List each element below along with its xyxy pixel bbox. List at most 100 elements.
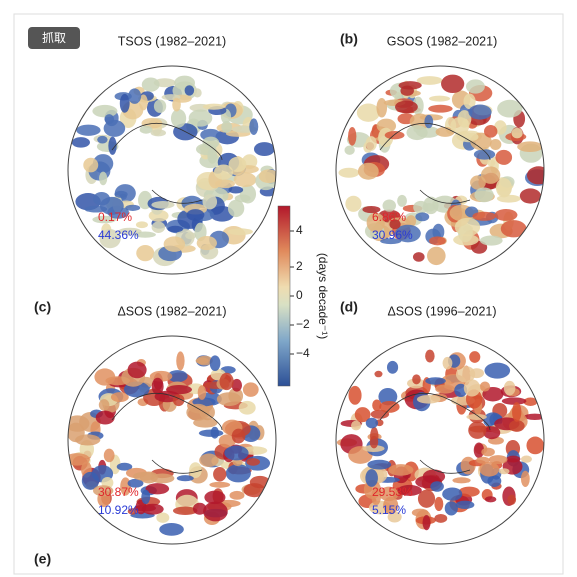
land-patch [362,205,381,214]
colorbar-tick-label: 0 [296,288,303,302]
land-patch [231,378,242,392]
panel-title: TSOS (1982–2021) [118,34,226,48]
land-patch [128,88,142,104]
land-patch [488,455,508,465]
map-outline [335,65,545,275]
land-patch [479,381,491,392]
land-patch [228,186,244,194]
land-patch [119,93,130,113]
land-patch [367,459,392,470]
land-patch [388,464,414,476]
land-patch [453,234,479,246]
land-patch [468,421,487,439]
land-patch [425,349,435,363]
land-patch [354,407,371,423]
land-patch [429,236,446,246]
land-patch [479,461,500,477]
land-patch [483,125,498,138]
percent-positive: 6.86% [372,210,406,224]
percent-negative: 5.15% [372,503,406,517]
land-patch [83,157,99,173]
land-patch [483,426,501,440]
land-patch [469,368,485,379]
land-patch [466,132,479,141]
land-patch [170,109,187,128]
land-patch [365,136,377,151]
land-patch [468,104,492,120]
land-patch [127,478,144,488]
land-patch [416,76,443,85]
grab-button[interactable]: 抓取 [28,27,80,49]
land-patch [127,361,147,379]
land-patch [511,127,523,139]
land-patch [238,400,256,415]
land-patch [417,489,436,508]
land-patch [145,483,170,495]
land-patch [196,235,217,251]
colorbar-tick-label: −4 [296,346,310,360]
land-patch [379,486,399,502]
land-patch [444,501,458,516]
land-patch [202,136,220,149]
land-patch [423,196,439,215]
land-patch [204,490,226,505]
land-patch [98,399,110,411]
land-patch [224,445,249,461]
land-patch [150,129,167,137]
land-patch [95,410,115,425]
land-patch [376,98,388,118]
land-patch [103,448,115,463]
land-patch [218,434,236,448]
map-outline [67,335,277,545]
land-patch [455,500,475,510]
panel-title: ΔSOS (1982–2021) [117,304,226,318]
land-patch [231,428,246,444]
land-patch [151,201,175,209]
land-patch [151,221,166,233]
land-patch [156,512,170,523]
land-patch [68,415,90,432]
land-patch [258,169,276,184]
colorbar-label: (days decade⁻¹) [316,253,330,339]
land-patch [384,130,405,140]
land-patch [523,397,538,406]
land-patch [526,436,544,455]
land-patch [227,228,253,236]
land-patch [136,244,155,262]
percent-negative: 30.96% [372,228,413,242]
percent-positive: 30.87% [98,485,139,499]
map-outline [67,65,277,275]
map-panel [68,336,276,544]
land-patch [406,125,428,141]
land-patch [395,224,421,243]
land-patch [386,360,399,374]
land-patch [219,372,234,391]
land-patch [526,166,544,185]
land-patch [221,121,233,133]
land-patch [374,370,383,378]
land-patch [167,370,188,383]
land-patch [365,417,379,429]
land-patch [92,215,117,224]
coastline [379,123,491,204]
percent-positive: 0.17% [98,210,132,224]
colorbar [277,205,291,387]
land-patch [487,159,496,167]
land-patch [474,187,494,203]
land-patch [422,515,431,531]
land-patch [506,455,521,463]
land-patch [458,486,480,497]
land-patch [134,231,156,238]
land-patch [213,164,234,180]
land-patch [75,434,101,446]
land-patch [350,420,362,431]
land-patch [193,418,218,428]
land-patch [172,97,181,112]
land-patch [151,377,164,395]
land-patch [209,355,221,372]
land-patch [234,194,251,203]
land-patch [416,394,441,404]
land-patch [495,149,513,165]
land-patch [365,469,378,487]
